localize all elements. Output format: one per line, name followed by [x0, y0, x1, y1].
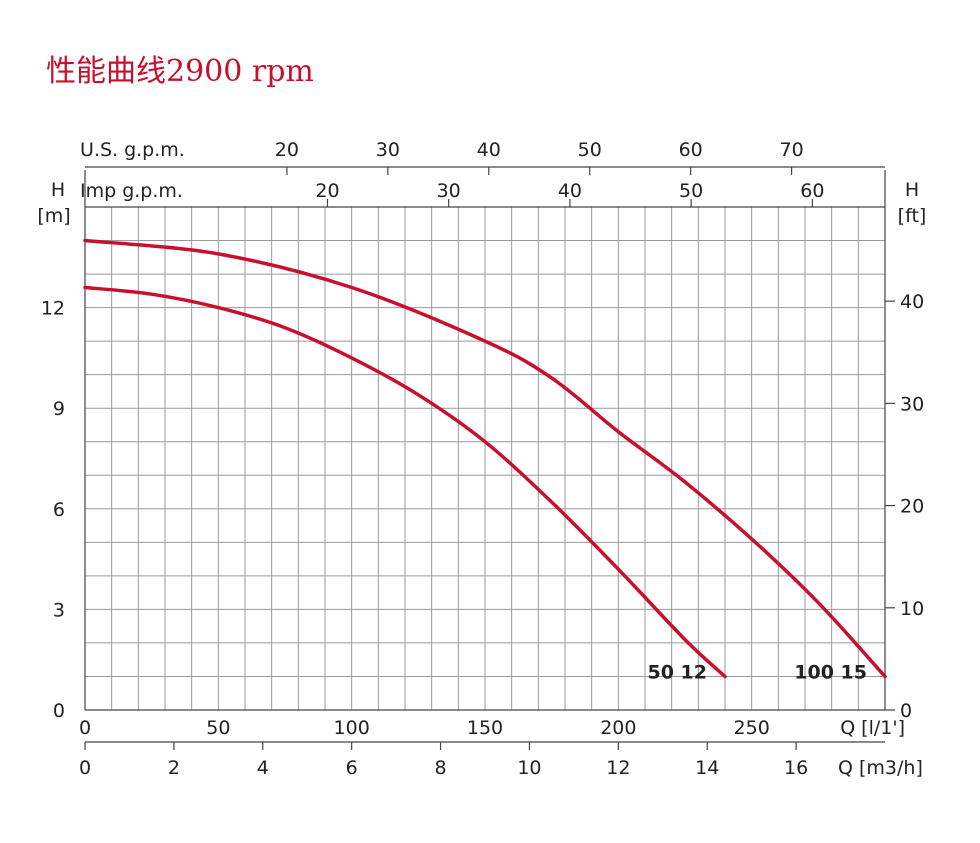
- x-tick-label-m3h: 14: [695, 757, 719, 779]
- x-tick-label-lpm: 50: [206, 717, 230, 739]
- x-tick-label-m3h: 4: [257, 757, 269, 779]
- y-tick-label-right: 30: [900, 393, 924, 415]
- x-tick-label-us-gpm: 30: [376, 139, 400, 161]
- x-tick-label-imp-gpm: 40: [558, 180, 582, 202]
- x-tick-label-lpm: 250: [734, 717, 770, 739]
- x-tick-label-m3h: 2: [168, 757, 180, 779]
- x-tick-label-us-gpm: 50: [578, 139, 602, 161]
- x-tick-label-m3h: 16: [784, 757, 808, 779]
- curves: 50 12 100 15: [83, 238, 887, 683]
- x-tick-label-us-gpm: 40: [477, 139, 501, 161]
- chart-title: 性能曲线2900 rpm: [46, 54, 314, 89]
- y-tick-label-left: 12: [41, 298, 65, 320]
- y-tick-label-right: 20: [900, 496, 924, 518]
- y-tick-label-left: 3: [53, 599, 65, 621]
- pump-curve-50-12: [83, 285, 727, 679]
- x-axis-label-imp-gpm: Imp g.p.m.: [80, 180, 183, 202]
- y-tick-label-left: 0: [53, 700, 65, 722]
- x-tick-label-m3h: 10: [517, 757, 541, 779]
- x-tick-label-us-gpm: 60: [679, 139, 703, 161]
- x-tick-label-us-gpm: 20: [275, 139, 299, 161]
- x-tick-label-m3h: 6: [346, 757, 358, 779]
- x-tick-label-lpm: 150: [467, 717, 503, 739]
- y-axis-unit-right: [ft]: [898, 205, 927, 227]
- x-tick-label-m3h: 8: [435, 757, 447, 779]
- y-tick-label-left: 9: [53, 398, 65, 420]
- x-tick-label-lpm: 0: [79, 717, 91, 739]
- x-tick-label-m3h: 0: [79, 757, 91, 779]
- x-tick-label-imp-gpm: 20: [315, 180, 339, 202]
- x-tick-label-m3h: 12: [606, 757, 630, 779]
- x-tick-label-us-gpm: 70: [780, 139, 804, 161]
- y-tick-label-right: 10: [900, 598, 924, 620]
- x-axis-label-us-gpm: U.S. g.p.m.: [80, 139, 185, 161]
- x-tick-label-imp-gpm: 50: [679, 180, 703, 202]
- curve-label-50-12: 50 12: [648, 661, 708, 683]
- y-tick-label-left: 6: [53, 499, 65, 521]
- curve-label-100-15: 100 15: [794, 661, 867, 683]
- x-tick-label-lpm: 100: [334, 717, 370, 739]
- y-tick-label-right: 0: [900, 700, 912, 722]
- axis-labels: 0 50 100 150 200 250 Q [l/1']0 2 4 6 8 10 12 14 16 Q [m…: [37, 139, 926, 779]
- x-tick-label-imp-gpm: 30: [437, 180, 461, 202]
- axes: [84, 166, 895, 750]
- y-axis-unit-left: [m]: [37, 205, 70, 227]
- x-axis-label-lpm: Q [l/1']: [840, 717, 905, 739]
- x-axis-label-m3h: Q [m3/h]: [838, 757, 923, 779]
- x-tick-label-lpm: 200: [600, 717, 636, 739]
- pump-curve-100-15: [83, 238, 887, 679]
- y-tick-label-right: 40: [900, 291, 924, 313]
- x-tick-label-imp-gpm: 60: [800, 180, 824, 202]
- y-axis-label-right: H: [905, 179, 919, 201]
- grid: [85, 206, 885, 710]
- y-axis-label-left: H: [51, 179, 65, 201]
